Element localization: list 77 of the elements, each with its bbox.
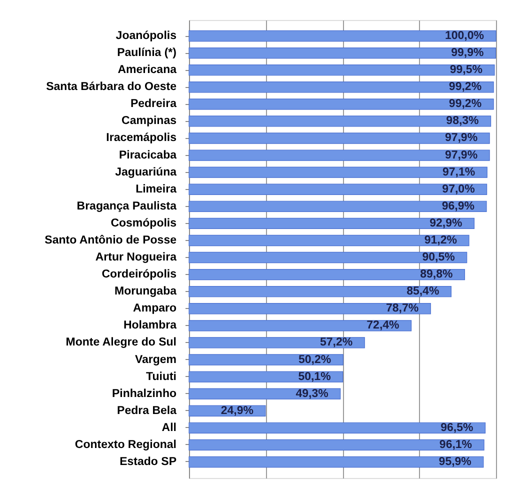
y-tick-label: Contexto Regional bbox=[74, 438, 176, 451]
data-label: 90,5% bbox=[422, 252, 455, 264]
data-label: 99,2% bbox=[448, 98, 482, 110]
bar bbox=[188, 286, 452, 298]
bar bbox=[188, 320, 412, 332]
y-tick-label: Pinhalzinho bbox=[112, 388, 176, 400]
data-label: 72,4% bbox=[366, 320, 400, 332]
y-tick-label: Limeira bbox=[136, 183, 178, 196]
bar bbox=[188, 116, 492, 127]
data-label: 98,3% bbox=[446, 115, 479, 128]
bar bbox=[188, 337, 365, 348]
y-tick-label: Campinas bbox=[122, 115, 176, 128]
y-tick-label: Estado SP bbox=[120, 456, 177, 468]
y-tick-label: Americana bbox=[118, 64, 178, 76]
data-label: 50,1% bbox=[298, 370, 331, 383]
y-tick-label: Bragança Paulista bbox=[76, 200, 178, 212]
bar bbox=[188, 30, 496, 42]
bar bbox=[188, 166, 488, 178]
data-label: 97,1% bbox=[442, 166, 476, 178]
data-label: 89,8% bbox=[420, 268, 453, 281]
bar bbox=[188, 252, 468, 264]
bar bbox=[188, 82, 494, 93]
bar bbox=[188, 218, 475, 230]
y-tick-label: Cordeirópolis bbox=[102, 268, 176, 281]
bar bbox=[188, 150, 490, 161]
y-tick-label: Joanópolis bbox=[116, 30, 176, 42]
bar bbox=[188, 303, 431, 314]
y-tick-label: Santa Bárbara do Oeste bbox=[46, 81, 176, 94]
data-label: 99,2% bbox=[448, 81, 482, 94]
bar bbox=[188, 388, 341, 400]
y-tick-label: Iracemápolis bbox=[106, 132, 176, 144]
y-tick-label: Holambra bbox=[123, 320, 178, 332]
data-label: 96,5% bbox=[440, 422, 474, 434]
y-tick-label: Paulínia (*) bbox=[117, 47, 177, 60]
bar bbox=[188, 439, 484, 451]
bar bbox=[188, 371, 344, 382]
y-tick-label: Santo Antônio de Posse bbox=[44, 234, 176, 246]
y-tick-label: All bbox=[162, 422, 176, 434]
data-label: 97,9% bbox=[444, 149, 478, 162]
y-tick-label: Cosmópolis bbox=[110, 217, 176, 230]
data-label: 96,9% bbox=[442, 200, 474, 212]
y-tick-label: Vargem bbox=[134, 354, 176, 366]
y-tick-label: Pedreira bbox=[130, 98, 178, 110]
y-tick-label: Morungaba bbox=[114, 286, 178, 298]
data-label: 100,0% bbox=[444, 30, 484, 42]
data-label: 49,3% bbox=[296, 388, 328, 400]
bar bbox=[188, 456, 484, 468]
bar bbox=[188, 64, 495, 76]
data-label: 78,7% bbox=[386, 302, 419, 315]
bar bbox=[188, 132, 490, 144]
y-tick-label: Amparo bbox=[133, 302, 176, 315]
data-label: 57,2% bbox=[320, 336, 353, 349]
data-label: 97,0% bbox=[442, 183, 475, 196]
data-label: 99,9% bbox=[451, 47, 484, 60]
bar bbox=[188, 234, 470, 246]
bar bbox=[188, 47, 496, 59]
data-label: 92,9% bbox=[430, 217, 462, 230]
y-tick-label: Piracicaba bbox=[118, 149, 178, 162]
data-label: 95,9% bbox=[438, 456, 472, 468]
data-label: 96,1% bbox=[439, 438, 472, 451]
bar bbox=[188, 200, 487, 212]
bar bbox=[188, 268, 465, 280]
y-tick-label: Pedra Bela bbox=[117, 404, 178, 417]
bar bbox=[188, 98, 494, 110]
data-label: 91,2% bbox=[424, 234, 457, 246]
y-tick-label: Tuiuti bbox=[146, 370, 176, 383]
y-tick-label: Jaguariúna bbox=[115, 166, 178, 178]
data-label: 97,9% bbox=[444, 132, 478, 144]
bar bbox=[188, 354, 344, 366]
data-label: 24,9% bbox=[220, 404, 254, 417]
data-label: 50,2% bbox=[298, 354, 332, 366]
y-tick-label: Monte Alegre do Sul bbox=[66, 336, 176, 349]
y-tick-label: Artur Nogueira bbox=[95, 252, 178, 264]
bar bbox=[188, 184, 488, 195]
data-label: 99,5% bbox=[450, 64, 482, 76]
bar bbox=[188, 422, 486, 434]
data-label: 85,4% bbox=[406, 286, 440, 298]
